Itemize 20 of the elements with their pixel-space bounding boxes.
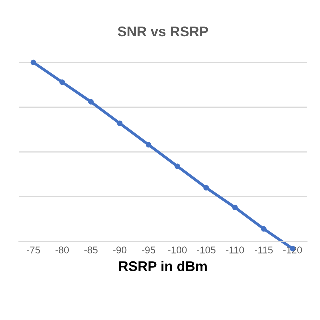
x-tick-label: -115	[255, 246, 273, 254]
point	[60, 80, 66, 86]
x-tick-label: -100	[168, 246, 187, 254]
x-tick-label: -95	[142, 246, 156, 254]
x-tick-label: -85	[84, 246, 98, 254]
point	[88, 99, 94, 105]
point	[174, 164, 180, 170]
x-axis-title: RSRP in dBm	[119, 261, 207, 272]
x-tick-label: -80	[56, 246, 70, 254]
point	[117, 120, 123, 126]
point	[261, 226, 267, 232]
chart-title: SNR vs RSRP	[118, 26, 208, 37]
point	[146, 142, 152, 148]
x-tick-label: -110	[226, 246, 244, 254]
x-tick-label: -90	[113, 246, 127, 254]
point	[30, 60, 36, 66]
x-tick-label: -105	[197, 246, 216, 254]
point	[204, 185, 210, 191]
x-tick-label: -75	[27, 246, 40, 254]
point	[232, 204, 238, 210]
